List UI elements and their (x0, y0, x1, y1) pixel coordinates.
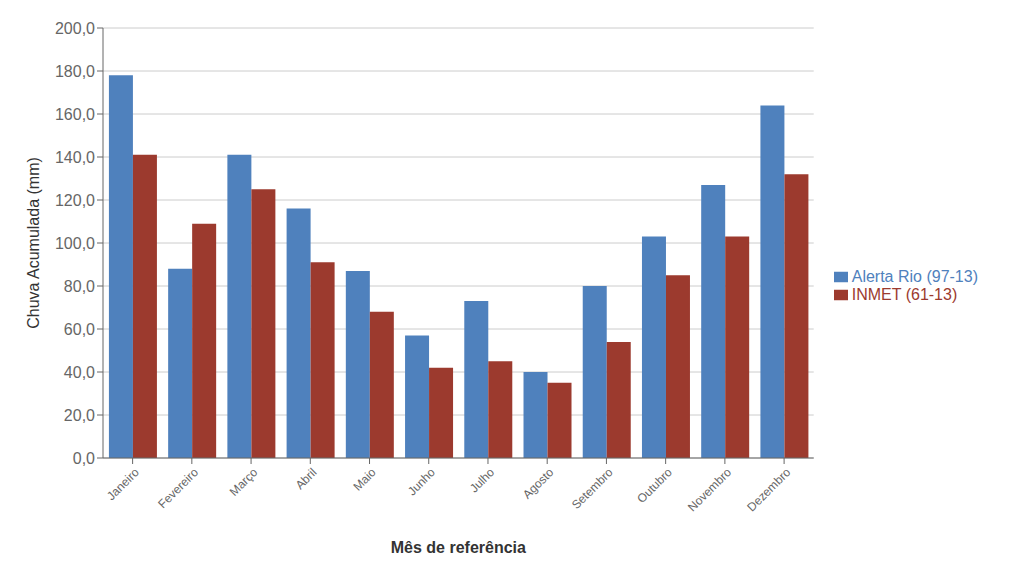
svg-text:60,0: 60,0 (64, 321, 95, 338)
svg-text:Janeiro: Janeiro (104, 465, 142, 503)
svg-text:Fevereiro: Fevereiro (155, 465, 201, 511)
svg-text:Agosto: Agosto (520, 465, 557, 502)
svg-text:Junho: Junho (405, 465, 438, 498)
svg-text:20,0: 20,0 (64, 407, 95, 424)
svg-text:Setembro: Setembro (569, 465, 616, 512)
svg-text:160,0: 160,0 (55, 106, 95, 123)
svg-text:40,0: 40,0 (64, 364, 95, 381)
svg-text:0,0: 0,0 (73, 450, 95, 467)
svg-text:200,0: 200,0 (55, 20, 95, 37)
svg-text:180,0: 180,0 (55, 63, 95, 80)
svg-text:80,0: 80,0 (64, 278, 95, 295)
svg-text:Chuva Acumulada (mm): Chuva Acumulada (mm) (25, 157, 42, 329)
svg-text:Julho: Julho (467, 465, 497, 495)
svg-text:Abril: Abril (293, 465, 320, 492)
svg-text:Novembro: Novembro (685, 465, 734, 514)
svg-text:100,0: 100,0 (55, 235, 95, 252)
svg-text:140,0: 140,0 (55, 149, 95, 166)
svg-text:Março: Março (227, 465, 261, 499)
svg-text:Outubro: Outubro (634, 465, 675, 506)
html-text:INMET (61-13): INMET (61-13) (851, 285, 958, 303)
svg-text:Mês de referência: Mês de referência (391, 539, 526, 556)
svg-text:Dezembro: Dezembro (744, 465, 793, 514)
html-text:Alerta Rio (97-13): Alerta Rio (97-13) (851, 267, 978, 285)
svg-text:120,0: 120,0 (55, 192, 95, 209)
svg-text:Maio: Maio (350, 465, 379, 494)
